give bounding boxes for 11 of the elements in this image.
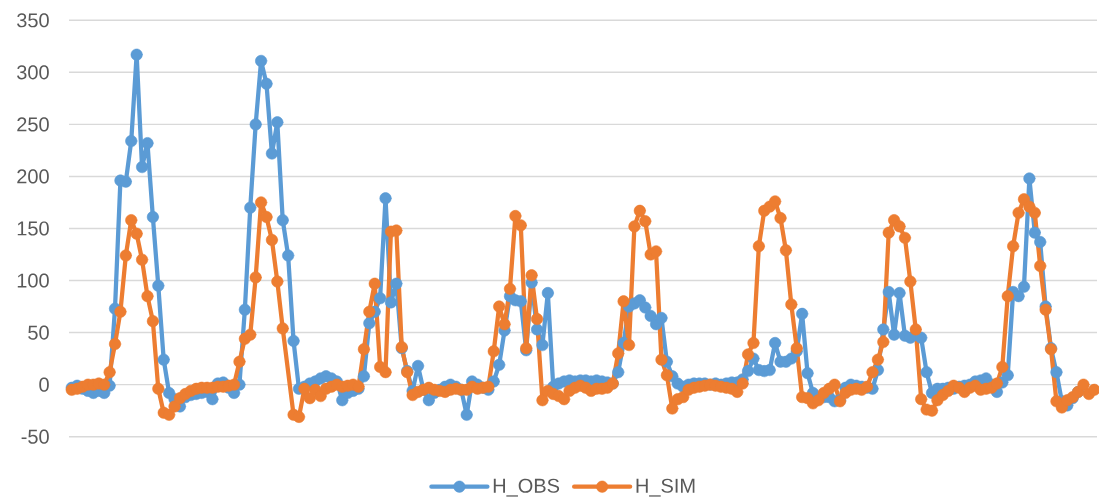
y-tick-label: 0	[39, 377, 49, 392]
y-tick-label: 350	[17, 13, 49, 28]
y-tick-label: 100	[17, 273, 49, 288]
y-tick-label: -50	[21, 429, 49, 444]
legend-label: H_OBS	[493, 478, 560, 497]
y-tick-label: 200	[17, 169, 49, 184]
y-tick-label: 50	[28, 325, 49, 340]
legend-label: H_SIM	[636, 478, 695, 497]
y-tick-label: 300	[17, 65, 49, 80]
y-tick-label: 150	[17, 221, 49, 236]
y-tick-label: 250	[17, 117, 49, 132]
